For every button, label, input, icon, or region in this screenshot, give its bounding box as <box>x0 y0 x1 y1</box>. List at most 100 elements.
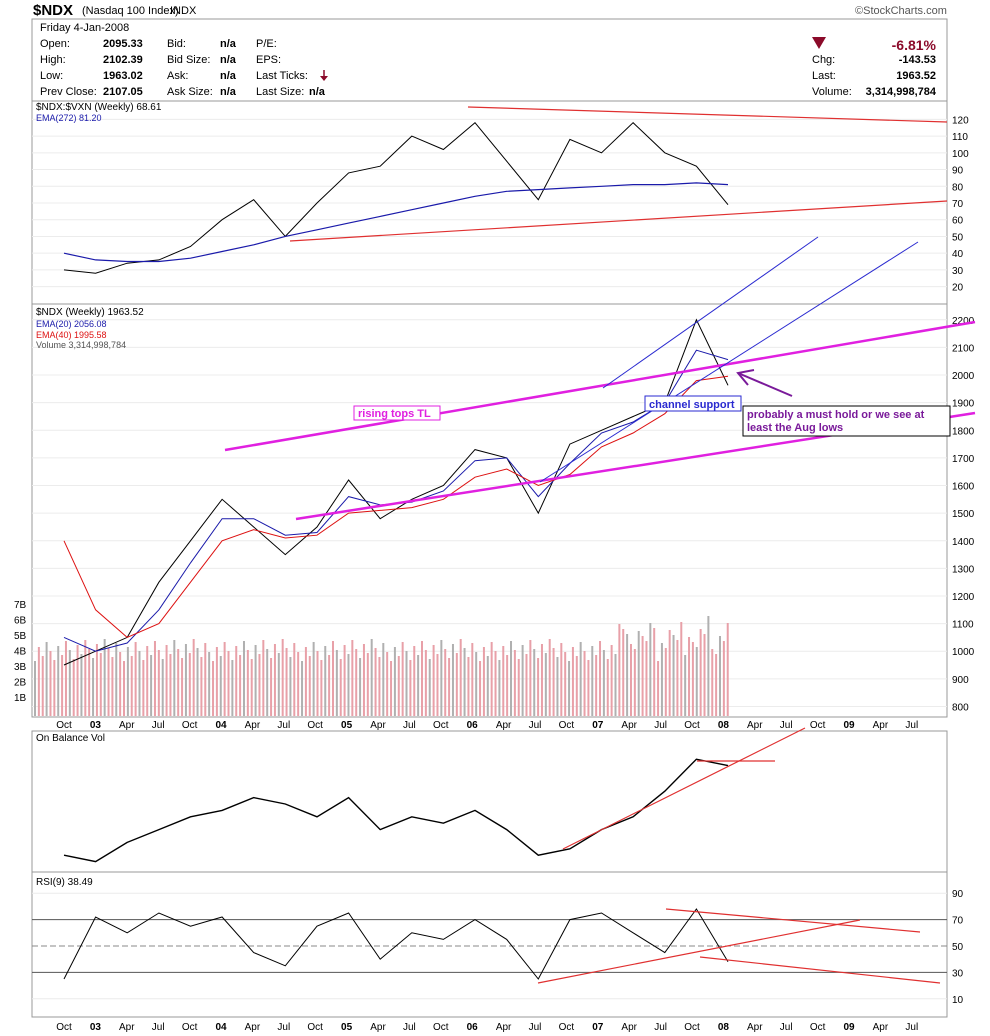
volume-bar <box>568 661 571 716</box>
volume-bar <box>525 654 528 716</box>
price-tick-label: 2100 <box>952 343 975 354</box>
ratio-tick-label: 40 <box>952 249 964 260</box>
ratio-tick-label: 90 <box>952 166 964 177</box>
rsi-panel <box>31 871 948 1018</box>
volume-bar <box>471 643 474 716</box>
volume-bar <box>409 660 412 716</box>
volume-label: Volume: <box>812 86 852 98</box>
symbol-name: (Nasdaq 100 Index) <box>82 5 179 17</box>
volume-bar <box>107 648 110 716</box>
x-tick-label: Jul <box>905 1022 918 1033</box>
x-tick-label: Apr <box>747 720 763 731</box>
x-tick-label: Jul <box>403 1022 416 1033</box>
rsi-grid: 10 30 50 70 90 <box>32 889 964 1006</box>
volume-tick-label: 2B <box>14 678 27 689</box>
ratio-tick-label: 20 <box>952 283 964 294</box>
x-tick-label: Jul <box>654 720 667 731</box>
ask-value: n/a <box>220 70 236 82</box>
ema40-line <box>63 375 729 638</box>
last-size-label: Last Size: <box>256 86 305 98</box>
price-tick-label: 900 <box>952 675 969 686</box>
volume-bar <box>633 649 636 716</box>
down-arrow-icon <box>812 37 826 49</box>
x-tick-label: Apr <box>873 1022 889 1033</box>
volume-bar <box>320 660 323 716</box>
volume-bar <box>250 659 253 716</box>
rsi-rising-trendline <box>537 919 861 984</box>
volume-bar <box>386 652 389 716</box>
volume-bar <box>641 636 644 716</box>
volume-bar <box>53 660 56 716</box>
x-axes: Oct 03 Apr Jul Oct 04 Apr Jul Oct 05 Apr Jul Oct 06 Ap… <box>56 720 918 1033</box>
rsi-tick-label: 90 <box>952 889 964 900</box>
volume-bar <box>440 640 443 716</box>
volume-bar <box>486 656 489 716</box>
x-tick-label: Apr <box>245 1022 261 1033</box>
volume-bar <box>722 641 725 716</box>
volume-bar <box>537 658 540 716</box>
chg-value: -143.53 <box>898 54 936 66</box>
x-tick-label: Jul <box>277 720 290 731</box>
volume-bar <box>123 661 126 716</box>
prev-close-value: 2107.05 <box>103 86 143 98</box>
low-value: 1963.02 <box>103 70 143 82</box>
volume-bar <box>657 661 660 716</box>
volume-bar <box>413 646 416 716</box>
volume-bar <box>324 646 327 716</box>
x-tick-label: Jul <box>780 1022 793 1033</box>
volume-bar <box>293 643 296 716</box>
volume-bar <box>277 653 280 716</box>
rsi-lower-trendline <box>699 956 941 984</box>
price-legend: $NDX (Weekly) 1963.52 <box>36 307 144 318</box>
brand-link[interactable]: ©StockCharts.com <box>855 5 947 17</box>
volume-bar <box>591 646 594 716</box>
volume-bar <box>119 652 122 716</box>
volume-bar <box>76 645 79 716</box>
x-tick-label: 07 <box>592 1022 604 1033</box>
volume-bar <box>560 643 563 716</box>
x-tick-label: Apr <box>747 1022 763 1033</box>
volume-bar <box>219 656 222 716</box>
volume-bar <box>622 629 625 716</box>
volume-bar <box>451 644 454 716</box>
price-tick-label: 2200 <box>952 316 975 327</box>
rsi-legend: RSI(9) 38.49 <box>36 877 93 888</box>
volume-bar <box>208 652 211 716</box>
price-tick-label: 1800 <box>952 426 975 437</box>
channel-support-box <box>644 395 742 412</box>
volume-bar <box>169 654 172 716</box>
volume-bar <box>672 635 675 716</box>
volume-bar <box>351 640 354 716</box>
volume-bar <box>444 649 447 716</box>
volume-bar <box>146 646 149 716</box>
volume-bar <box>215 647 218 716</box>
volume-bar <box>564 652 567 716</box>
volume-bar <box>629 644 632 716</box>
volume-bar <box>328 655 331 716</box>
volume-bar <box>312 642 315 716</box>
x-tick-label: Jul <box>654 1022 667 1033</box>
x-tick-label: 04 <box>215 1022 227 1033</box>
open-value: 2095.33 <box>103 38 143 50</box>
x-tick-label: Oct <box>810 1022 826 1033</box>
volume-bar <box>347 654 350 716</box>
volume-bar <box>653 628 656 716</box>
price-tick-label: 1900 <box>952 399 975 410</box>
volume-bar <box>556 657 559 716</box>
volume-bar <box>401 642 404 716</box>
x-tick-label: Oct <box>433 1022 449 1033</box>
low-label: Low: <box>40 70 64 82</box>
volume-bar <box>204 643 207 716</box>
volume-bar <box>421 641 423 716</box>
volume-bar <box>606 659 609 716</box>
last-label: Last: <box>812 70 836 82</box>
volume-bar <box>304 647 307 716</box>
volume-bar <box>599 641 602 716</box>
volume-bar <box>80 654 83 716</box>
volume-bar <box>254 645 257 716</box>
x-tick-label: Apr <box>370 1022 386 1033</box>
high-value: 2102.39 <box>103 54 143 66</box>
volume-bar <box>362 644 365 716</box>
x-tick-label: Apr <box>370 720 386 731</box>
